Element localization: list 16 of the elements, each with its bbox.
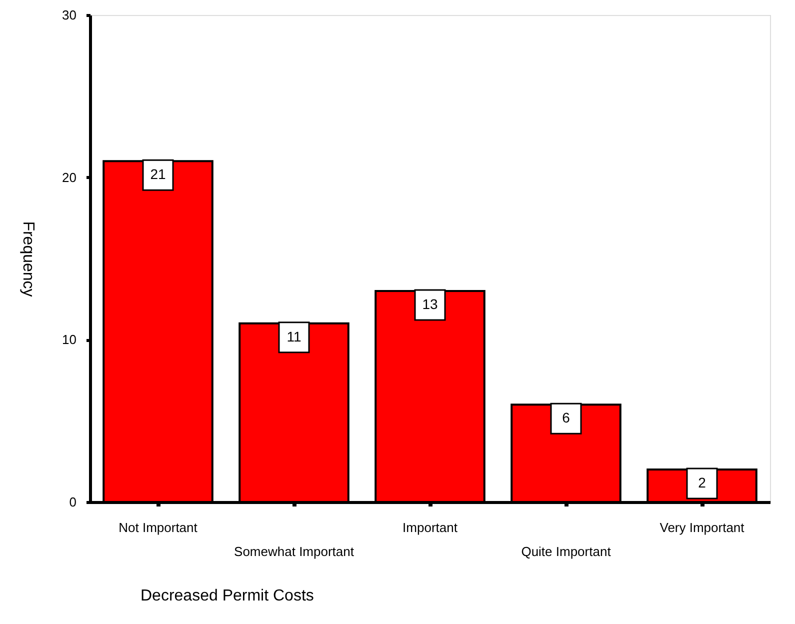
data-label: 6 — [562, 410, 570, 426]
x-axis-title: Decreased Permit Costs — [140, 588, 314, 604]
y-tick-label: 10 — [62, 332, 76, 348]
y-tick-label: 0 — [69, 494, 76, 510]
data-label: 2 — [698, 474, 706, 491]
data-label: 13 — [422, 296, 438, 312]
x-tick-label: Quite Important — [521, 544, 612, 559]
y-tick-label: 30 — [62, 8, 76, 22]
y-tick-label: 20 — [62, 170, 76, 185]
x-tick-label: Very Important — [660, 520, 745, 535]
x-tick-label: Important — [402, 520, 458, 535]
y-axis-title: Frequency — [20, 221, 36, 297]
data-label: 11 — [286, 328, 302, 344]
x-tick-label: Somewhat Important — [234, 544, 354, 559]
x-tick-label: Not Important — [118, 520, 198, 535]
data-label: 21 — [150, 166, 166, 182]
